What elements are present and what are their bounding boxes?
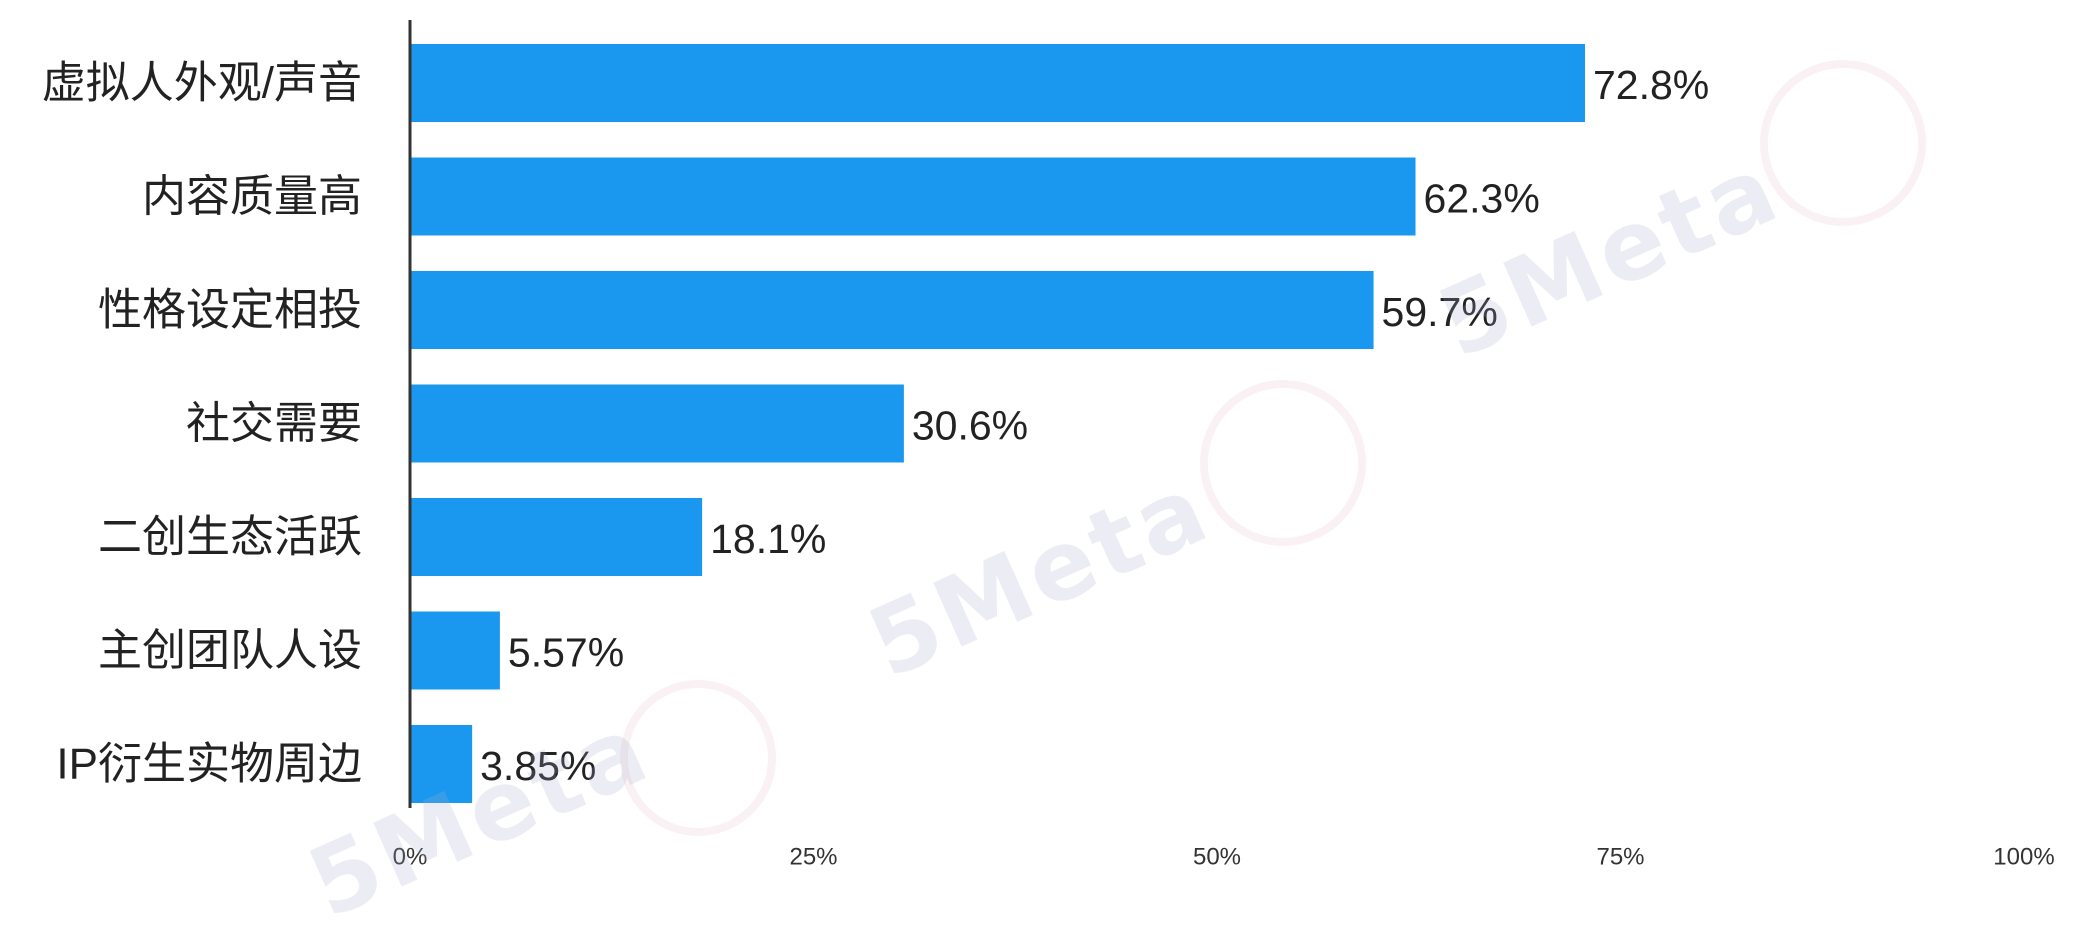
category-label: 内容质量高 [142, 172, 362, 221]
value-label: 72.8% [1593, 62, 1709, 108]
x-tick-label: 75% [1596, 844, 1644, 871]
category-label: IP衍生实物周边 [56, 740, 362, 789]
bar-0 [410, 44, 1585, 122]
value-label: 30.6% [912, 403, 1028, 449]
bar-5 [410, 611, 500, 690]
value-label: 62.3% [1424, 176, 1540, 222]
category-label: 虚拟人外观/声音 [42, 59, 362, 108]
bar-2 [410, 271, 1374, 349]
value-label: 3.85% [480, 743, 596, 789]
x-tick-label: 100% [1993, 844, 2054, 871]
bar-6 [410, 725, 473, 803]
x-tick-label: 50% [1193, 844, 1241, 871]
x-tick-label: 0% [393, 844, 428, 871]
category-label: 主创团队人设 [98, 626, 362, 675]
x-tick-label: 25% [789, 844, 837, 871]
horizontal-bar-chart: 虚拟人外观/声音 72.8% 内容质量高 62.3% 性格设定相投 59.7% 社交需要 30… [42, 20, 2055, 871]
category-label: 社交需要 [186, 399, 362, 448]
bar-1 [410, 157, 1416, 236]
bar-4 [410, 498, 703, 576]
value-label: 18.1% [710, 516, 826, 562]
value-label: 59.7% [1382, 289, 1498, 335]
category-label: 性格设定相投 [98, 286, 362, 335]
bar-3 [410, 384, 904, 463]
value-label: 5.57% [508, 630, 624, 676]
category-label: 二创生态活跃 [98, 513, 362, 562]
